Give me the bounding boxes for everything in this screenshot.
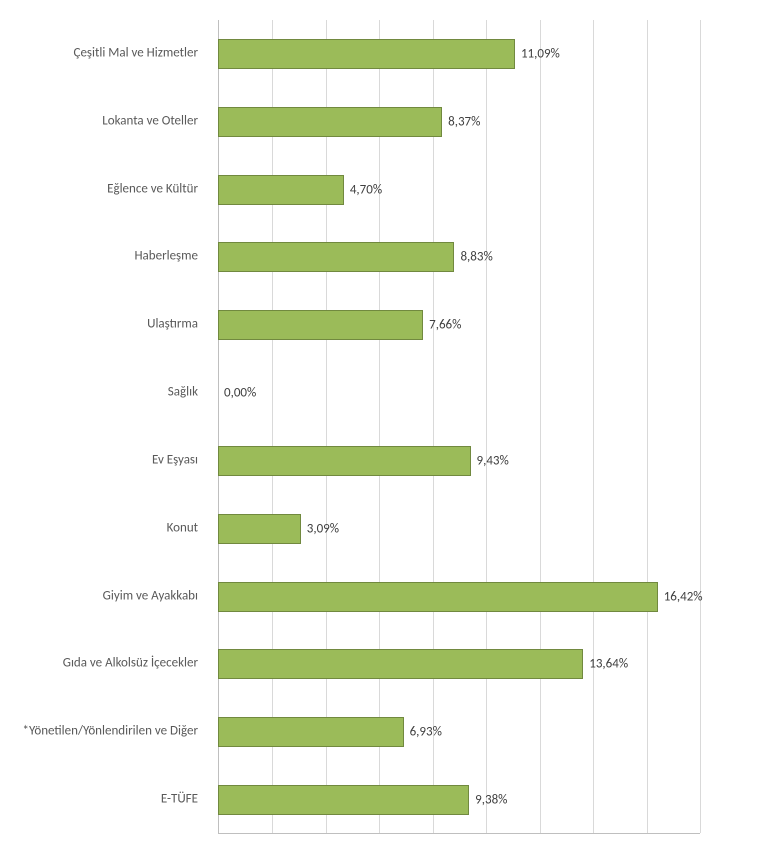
category-label: Çeşitli Mal ve Hizmetler	[0, 46, 208, 61]
category-label: Giyim ve Ayakkabı	[0, 589, 208, 604]
chart-row: Çeşitli Mal ve Hizmetler 11,09%	[0, 39, 700, 69]
category-label: Lokanta ve Oteller	[0, 114, 208, 129]
gridline	[486, 20, 487, 833]
bar	[218, 107, 442, 137]
horizontal-bar-chart: Çeşitli Mal ve Hizmetler 11,09% Lokanta ve…	[0, 0, 760, 864]
gridline	[433, 20, 434, 833]
value-label: 6,93%	[410, 725, 442, 740]
bar	[218, 242, 454, 272]
bar	[218, 175, 344, 205]
chart-row: Ulaştırma 7,66%	[0, 310, 700, 340]
plot-area	[218, 20, 700, 834]
chart-row: Eğlence ve Kültür 4,70%	[0, 175, 700, 205]
bar	[218, 514, 301, 544]
bar-wrap: 8,37%	[218, 107, 700, 137]
value-label: 4,70%	[350, 182, 382, 197]
chart-row: E-TÜFE 9,38%	[0, 785, 700, 815]
bar	[218, 39, 515, 69]
chart-row: Haberleşme 8,83%	[0, 242, 700, 272]
bar	[218, 649, 583, 679]
bar-wrap: 9,43%	[218, 446, 700, 476]
value-label: 13,64%	[589, 657, 628, 672]
category-label: E-TÜFE	[0, 793, 208, 808]
category-label: Haberleşme	[0, 250, 208, 265]
value-label: 9,38%	[475, 793, 507, 808]
chart-row: Konut 3,09%	[0, 514, 700, 544]
chart-row: Lokanta ve Oteller 8,37%	[0, 107, 700, 137]
gridline	[593, 20, 594, 833]
category-label: Ulaştırma	[0, 318, 208, 333]
bar-wrap: 9,38%	[218, 785, 700, 815]
value-label: 8,37%	[448, 114, 480, 129]
chart-row: Ev Eşyası 9,43%	[0, 446, 700, 476]
value-label: 7,66%	[429, 318, 461, 333]
bar-wrap: 16,42%	[218, 582, 700, 612]
category-label: Sağlık	[0, 386, 208, 401]
gridline	[647, 20, 648, 833]
gridline	[272, 20, 273, 833]
bar	[218, 310, 423, 340]
category-label: Gıda ve Alkolsüz İçecekler	[0, 657, 208, 672]
value-label: 8,83%	[460, 250, 492, 265]
bar-wrap: 8,83%	[218, 242, 700, 272]
chart-row: Gıda ve Alkolsüz İçecekler 13,64%	[0, 649, 700, 679]
chart-row: *Yönetilen/Yönlendirilen ve Diğer 6,93%	[0, 717, 700, 747]
gridline	[379, 20, 380, 833]
bar	[218, 446, 471, 476]
bar	[218, 785, 469, 815]
bar-wrap: 11,09%	[218, 39, 700, 69]
chart-row: Sağlık 0,00%	[0, 378, 700, 408]
category-label: Konut	[0, 521, 208, 536]
gridline	[700, 20, 701, 833]
value-label: 16,42%	[664, 589, 703, 604]
bar	[218, 717, 404, 747]
bar-wrap: 7,66%	[218, 310, 700, 340]
bar-wrap: 4,70%	[218, 175, 700, 205]
value-label: 9,43%	[477, 453, 509, 468]
gridline	[540, 20, 541, 833]
category-label: *Yönetilen/Yönlendirilen ve Diğer	[0, 725, 208, 740]
category-label: Ev Eşyası	[0, 453, 208, 468]
value-label: 0,00%	[224, 386, 256, 401]
gridline	[326, 20, 327, 833]
bar-wrap: 6,93%	[218, 717, 700, 747]
bar-wrap: 0,00%	[218, 378, 700, 408]
category-label: Eğlence ve Kültür	[0, 182, 208, 197]
value-label: 11,09%	[521, 46, 560, 61]
bar	[218, 582, 658, 612]
value-label: 3,09%	[307, 521, 339, 536]
bar-wrap: 13,64%	[218, 649, 700, 679]
chart-row: Giyim ve Ayakkabı 16,42%	[0, 582, 700, 612]
bar-wrap: 3,09%	[218, 514, 700, 544]
